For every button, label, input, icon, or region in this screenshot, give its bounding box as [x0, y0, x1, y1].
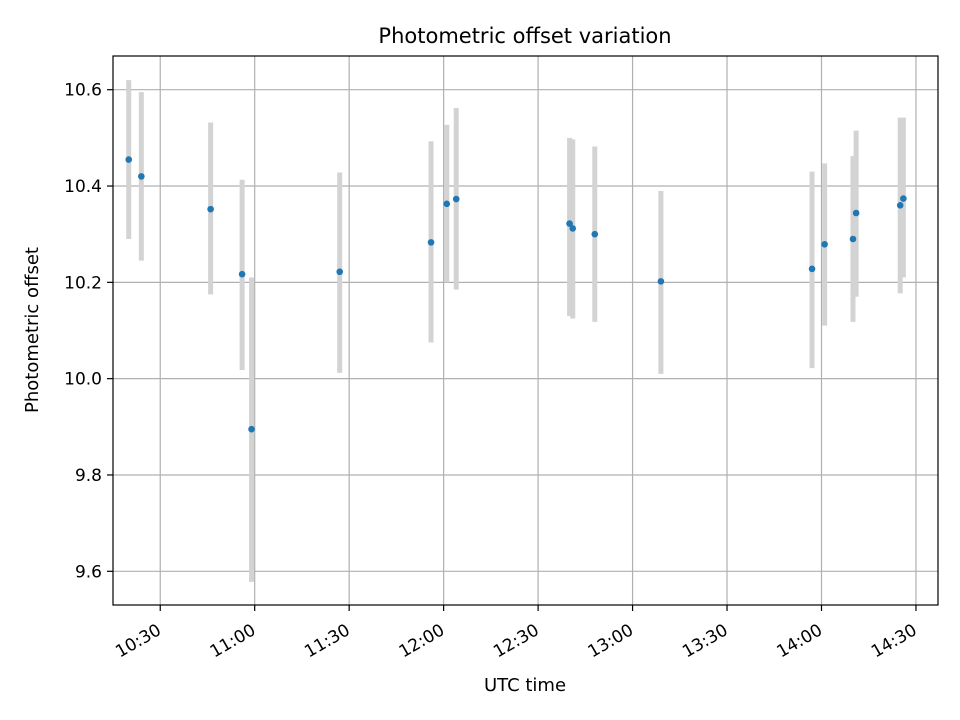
- chart-title: Photometric offset variation: [378, 24, 671, 48]
- data-point: [427, 239, 435, 246]
- data-point: [852, 209, 860, 217]
- data-point: [569, 225, 577, 232]
- data-point: [443, 200, 451, 208]
- data-point: [657, 278, 665, 285]
- data-point: [821, 240, 828, 248]
- y-tick-label: 9.8: [75, 466, 102, 486]
- data-point: [125, 156, 133, 163]
- y-tick-label: 9.6: [75, 562, 102, 582]
- data-point: [896, 201, 904, 209]
- data-point: [336, 268, 344, 276]
- y-tick-label: 10.4: [64, 177, 102, 197]
- y-tick-label: 10.0: [64, 370, 102, 390]
- data-point: [238, 270, 246, 278]
- data-points: [125, 156, 907, 433]
- data-point: [248, 425, 255, 433]
- data-point: [808, 265, 816, 273]
- data-point: [566, 220, 573, 227]
- plot-frame: [112, 55, 939, 606]
- data-point: [900, 195, 907, 202]
- y-tick-label: 10.6: [64, 81, 102, 101]
- data-point: [138, 173, 145, 180]
- x-axis-label: UTC time: [484, 675, 566, 696]
- data-point: [849, 235, 857, 243]
- y-axis-label: Photometric offset: [22, 247, 43, 413]
- data-point: [591, 230, 599, 238]
- y-tick-label: 10.2: [64, 273, 102, 293]
- data-point: [207, 205, 214, 213]
- data-point: [452, 195, 460, 203]
